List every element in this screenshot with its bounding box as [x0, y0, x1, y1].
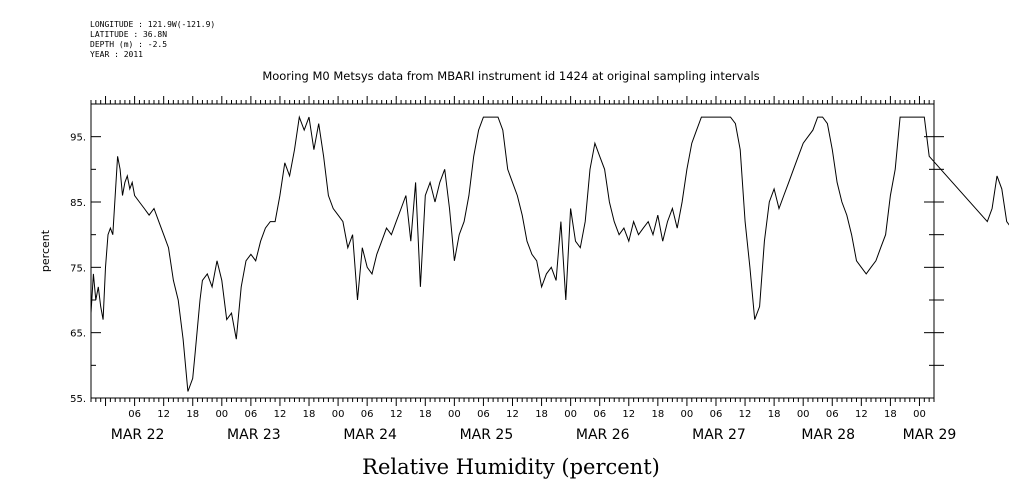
x-tick-label: 06 [128, 409, 141, 420]
x-axis-label: Relative Humidity (percent) [362, 455, 660, 479]
x-day-label: MAR 29 [903, 427, 957, 443]
x-tick-label: 00 [913, 409, 926, 420]
depth-text: DEPTH (m) : -2.5 [90, 40, 168, 49]
x-tick-label: 18 [651, 409, 664, 420]
x-tick-label: 18 [186, 409, 199, 420]
x-tick-label: 12 [855, 409, 868, 420]
x-tick-label: 12 [390, 409, 403, 420]
x-day-label: MAR 25 [460, 427, 514, 443]
x-tick-label: 06 [477, 409, 490, 420]
x-tick-label: 00 [681, 409, 694, 420]
x-tick-label: 06 [593, 409, 606, 420]
y-tick-label: 95. [70, 133, 86, 144]
x-tick-label: 00 [797, 409, 810, 420]
x-tick-label: 12 [506, 409, 519, 420]
longitude-text: LONGITUDE : 121.9W(-121.9) [90, 20, 216, 29]
y-axis-label: percent [39, 229, 52, 272]
x-tick-label: 18 [768, 409, 781, 420]
y-tick-label: 55. [70, 394, 86, 405]
y-tick-label: 65. [70, 329, 86, 340]
y-tick-label: 75. [70, 263, 86, 274]
x-tick-label: 00 [215, 409, 228, 420]
x-day-label: MAR 28 [801, 427, 855, 443]
y-tick-label: 85. [70, 198, 86, 209]
axis-ticks [90, 96, 944, 406]
x-day-label: MAR 22 [111, 427, 165, 443]
x-tick-label: 18 [535, 409, 548, 420]
x-day-label: MAR 24 [343, 427, 397, 443]
x-tick-label: 06 [710, 409, 723, 420]
x-day-label: MAR 23 [227, 427, 281, 443]
x-tick-label: 00 [564, 409, 577, 420]
year-text: YEAR : 2011 [90, 50, 143, 59]
latitude-text: LATITUDE : 36.8N [90, 30, 168, 39]
x-tick-label: 12 [739, 409, 752, 420]
x-tick-label: 18 [303, 409, 316, 420]
x-tick-label: 06 [245, 409, 258, 420]
x-tick-label: 06 [361, 409, 374, 420]
chart-title: Mooring M0 Metsys data from MBARI instru… [262, 69, 759, 83]
x-tick-label: 18 [419, 409, 432, 420]
x-tick-label: 12 [157, 409, 170, 420]
series-line-relative-humidity [90, 115, 1009, 392]
x-tick-label: 18 [884, 409, 897, 420]
x-day-label: MAR 26 [576, 427, 630, 443]
x-tick-label: 12 [274, 409, 287, 420]
plot-frame [90, 103, 935, 399]
x-tick-label: 00 [448, 409, 461, 420]
x-tick-label: 12 [622, 409, 635, 420]
metadata-block: LONGITUDE : 121.9W(-121.9) LATITUDE : 36… [90, 20, 215, 60]
axis-labels: 06 12 18 00 06 12 18 00 06 12 18 00 06 12 18 00 06 12 18 00… [70, 133, 956, 443]
x-tick-label: 06 [826, 409, 839, 420]
x-tick-label: 00 [332, 409, 345, 420]
x-day-label: MAR 27 [692, 427, 746, 443]
